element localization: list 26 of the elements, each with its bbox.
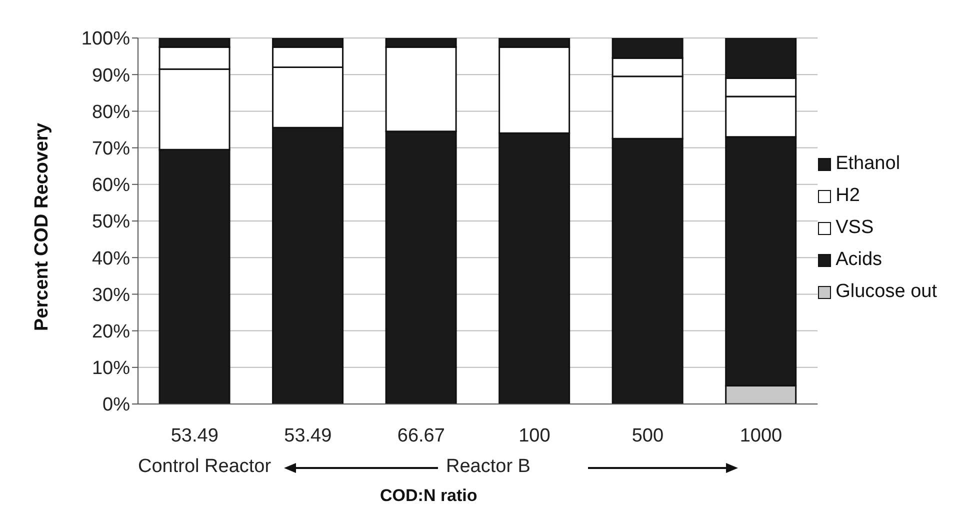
y-tick-label: 70%: [92, 138, 130, 160]
x-axis-title: COD:N ratio: [380, 486, 478, 506]
y-tick-label: 10%: [92, 358, 130, 380]
y-tick-label: 0%: [102, 394, 130, 416]
y-tick-label: 20%: [92, 322, 130, 343]
legend-label: H2: [836, 185, 860, 207]
x-tick-label: 66.67: [397, 425, 445, 446]
x-tick-label: 500: [632, 425, 664, 446]
text: Reactor B: [446, 456, 530, 478]
y-tick-label: 80%: [92, 102, 130, 123]
x-tick-label: 53.49: [284, 425, 332, 446]
y-tick-label: 40%: [92, 248, 130, 270]
legend-label: Acids: [836, 249, 882, 271]
legend-label: VSS: [836, 217, 874, 239]
legend-label: Ethanol: [836, 153, 900, 175]
y-tick-label: 100%: [81, 28, 130, 50]
y-tick-label: 60%: [92, 175, 130, 196]
text: Control Reactor: [138, 456, 272, 478]
y-tick-label: 90%: [92, 65, 130, 86]
y-tick-label: 30%: [92, 284, 130, 306]
y-tick-label: 50%: [92, 212, 130, 233]
y-axis-title: Percent COD Recovery: [32, 122, 53, 331]
x-tick-label: 1000: [740, 425, 782, 446]
x-tick-label: 100: [518, 425, 550, 446]
x-tick-label: 53.49: [170, 425, 218, 446]
legend-label: Glucose out: [836, 281, 937, 303]
